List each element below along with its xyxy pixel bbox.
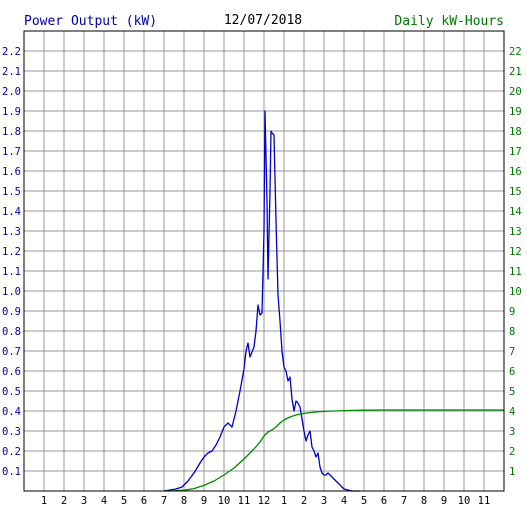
x-tick-label: 7 (161, 495, 167, 507)
y-tick-label-left: 1.5 (2, 186, 21, 198)
energy-series-line (163, 409, 504, 492)
y-tick-label-right: 10 (509, 286, 522, 298)
y-tick-label-right: 21 (509, 66, 522, 78)
y-tick-label-left: 2.0 (2, 86, 21, 98)
x-tick-label: 11 (478, 495, 491, 507)
y-tick-label-right: 1 (509, 466, 515, 478)
tick-labels: 1 2 3 4 5 6 7 8 9 10 11 12 1 2 3 4 5 6 7 8 9 10 110.10.20.30.4… (2, 46, 522, 507)
y-tick-label-right: 20 (509, 86, 522, 98)
y-tick-label-left: 1.4 (2, 206, 21, 218)
x-tick-label: 10 (458, 495, 471, 507)
x-tick-label: 8 (421, 495, 427, 507)
y-tick-label-right: 7 (509, 346, 515, 358)
y-tick-label-left: 0.9 (2, 306, 21, 318)
x-tick-label: 4 (341, 495, 347, 507)
y-tick-label-right: 2 (509, 446, 515, 458)
y-tick-label-left: 1.3 (2, 226, 21, 238)
y-tick-label-left: 0.1 (2, 466, 21, 478)
y-tick-label-right: 12 (509, 246, 522, 258)
y-tick-label-left: 0.4 (2, 406, 21, 418)
x-tick-label: 5 (361, 495, 367, 507)
y-tick-label-right: 16 (509, 166, 522, 178)
x-tick-label: 9 (441, 495, 447, 507)
y-tick-label-left: 0.6 (2, 366, 21, 378)
x-tick-label: 3 (81, 495, 87, 507)
y-tick-label-left: 0.7 (2, 346, 21, 358)
chart-date-title: 12/07/2018 (224, 13, 302, 28)
x-tick-label: 6 (381, 495, 387, 507)
y-tick-label-left: 0.2 (2, 446, 21, 458)
y-tick-label-left: 1.8 (2, 126, 21, 138)
x-tick-label: 4 (101, 495, 107, 507)
x-tick-label: 1 (281, 495, 287, 507)
y-tick-label-right: 17 (509, 146, 522, 158)
y-tick-label-left: 1.1 (2, 266, 21, 278)
x-tick-label: 9 (201, 495, 207, 507)
y-tick-label-right: 19 (509, 106, 522, 118)
x-tick-label: 3 (321, 495, 327, 507)
x-tick-label: 11 (238, 495, 251, 507)
x-tick-label: 1 (41, 495, 47, 507)
y-tick-label-right: 11 (509, 266, 522, 278)
y-tick-label-right: 6 (509, 366, 515, 378)
y-tick-label-left: 1.9 (2, 106, 21, 118)
x-tick-label: 5 (121, 495, 127, 507)
y-tick-label-left: 0.5 (2, 386, 21, 398)
y-tick-label-left: 1.0 (2, 286, 21, 298)
y-tick-label-right: 4 (509, 406, 515, 418)
y-tick-label-right: 22 (509, 46, 522, 58)
plot-frame (23, 30, 505, 492)
y-tick-label-right: 13 (509, 226, 522, 238)
y-tick-label-left: 0.8 (2, 326, 21, 338)
power-axis-title: Power Output (kW) (24, 14, 157, 29)
grid (24, 31, 504, 491)
x-tick-label: 7 (401, 495, 407, 507)
y-tick-label-right: 18 (509, 126, 522, 138)
y-tick-label-left: 1.7 (2, 146, 21, 158)
x-tick-label: 2 (61, 495, 67, 507)
y-tick-label-left: 1.2 (2, 246, 21, 258)
y-tick-label-right: 5 (509, 386, 515, 398)
y-tick-label-right: 14 (509, 206, 522, 218)
y-tick-label-right: 8 (509, 326, 515, 338)
x-tick-label: 2 (301, 495, 307, 507)
series (163, 110, 504, 492)
x-tick-label: 12 (258, 495, 271, 507)
x-tick-label: 10 (218, 495, 231, 507)
x-tick-label: 6 (141, 495, 147, 507)
energy-axis-title: Daily kW-Hours (394, 14, 504, 29)
y-tick-label-right: 3 (509, 426, 515, 438)
y-tick-label-left: 0.3 (2, 426, 21, 438)
power-series-line (163, 110, 360, 492)
y-tick-label-left: 2.1 (2, 66, 21, 78)
y-tick-label-left: 2.2 (2, 46, 21, 58)
y-tick-label-left: 1.6 (2, 166, 21, 178)
y-tick-label-right: 9 (509, 306, 515, 318)
x-tick-label: 8 (181, 495, 187, 507)
y-tick-label-right: 15 (509, 186, 522, 198)
